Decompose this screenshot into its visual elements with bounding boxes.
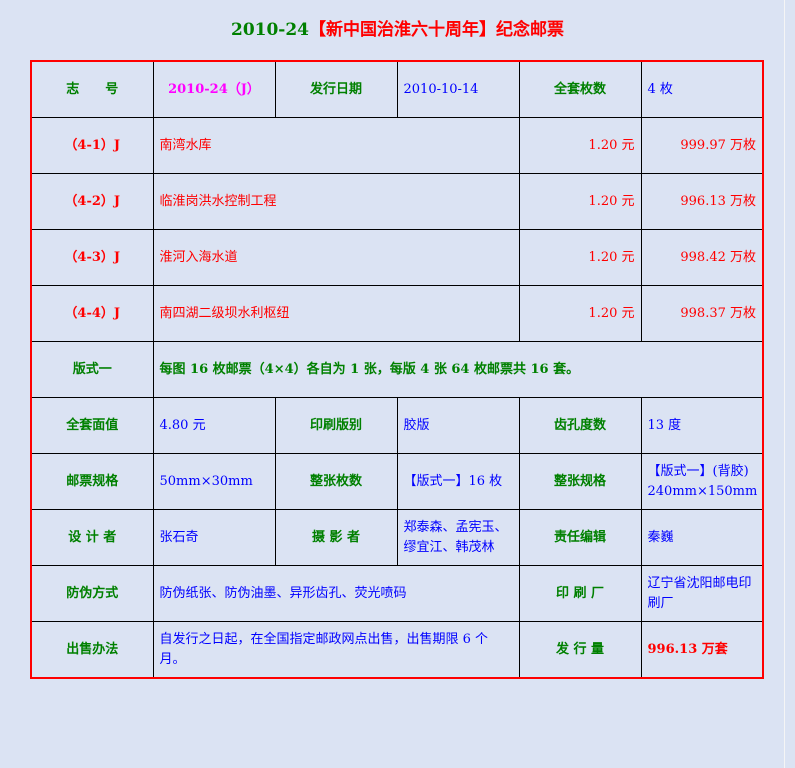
id-value: 2010-24（J） (152, 60, 276, 118)
print-value: 胶版 (396, 397, 520, 454)
designer: 张石奇 (152, 509, 276, 566)
table-row: （4-3）J 淮河入海水道 1.20 元 998.42 万枚 (30, 229, 764, 286)
date-value: 2010-10-14 (396, 60, 520, 118)
stamp-face: 1.20 元 (518, 285, 642, 342)
security: 防伪纸张、防伪油墨、异形齿孔、荧光喷码 (152, 565, 520, 622)
stamp-code: （4-3）J (30, 229, 154, 286)
total-face-label: 全套面值 (30, 397, 154, 454)
issue-label: 发 行 量 (518, 621, 642, 679)
format-label: 版式一 (30, 341, 154, 398)
sale: 自发行之日起，在全国指定邮政网点出售，出售期限 6 个月。 (152, 621, 520, 679)
size-value: 50mm×30mm (152, 453, 276, 510)
page-title: 2010-24【新中国治淮六十周年】纪念邮票 (230, 20, 565, 40)
designer-label: 设 计 者 (30, 509, 154, 566)
stamp-name: 淮河入海水道 (152, 229, 520, 286)
count-label: 全套枚数 (518, 60, 642, 118)
stamp-name: 临淮岗洪水控制工程 (152, 173, 520, 230)
photographers: 郑泰森、孟宪玉、 缪宜江、韩茂林 (396, 509, 520, 566)
stamp-code: （4-4）J (30, 285, 154, 342)
table-row: （4-1）J 南湾水库 1.20 元 999.97 万枚 (30, 117, 764, 174)
count-value: 4 枚 (640, 60, 764, 118)
id-label: 志 号 (30, 60, 154, 118)
table-row: 出售办法 自发行之日起，在全国指定邮政网点出售，出售期限 6 个月。 发 行 量… (30, 621, 764, 679)
sale-label: 出售办法 (30, 621, 154, 679)
printer-label: 印 刷 厂 (518, 565, 642, 622)
total-face: 4.80 元 (152, 397, 276, 454)
table-row: （4-4）J 南四湖二级坝水利枢纽 1.20 元 998.37 万枚 (30, 285, 764, 342)
editor: 秦巍 (640, 509, 764, 566)
table-row: 邮票规格 50mm×30mm 整张枚数 【版式一】16 枚 整张规格 【版式一】… (30, 453, 764, 510)
format-value: 每图 16 枚邮票（4×4）各自为 1 张，每版 4 张 64 枚邮票共 16 … (152, 341, 764, 398)
table-row: （4-2）J 临淮岗洪水控制工程 1.20 元 996.13 万枚 (30, 173, 764, 230)
printer: 辽宁省沈阳邮电印刷厂 (640, 565, 764, 622)
stamp-code: （4-2）J (30, 173, 154, 230)
stamp-qty: 999.97 万枚 (640, 117, 764, 174)
perf-label: 齿孔度数 (518, 397, 642, 454)
stamp-info-table: 志 号 2010-24（J） 发行日期 2010-10-14 全套枚数 4 枚 … (30, 60, 764, 679)
print-label: 印刷版别 (274, 397, 398, 454)
sheet-size: 【版式一】(背胶) 240mm×150mm (640, 453, 764, 510)
stamp-face: 1.20 元 (518, 229, 642, 286)
stamp-name: 南四湖二级坝水利枢纽 (152, 285, 520, 342)
table-row: 志 号 2010-24（J） 发行日期 2010-10-14 全套枚数 4 枚 (30, 60, 764, 118)
table-row: 版式一 每图 16 枚邮票（4×4）各自为 1 张，每版 4 张 64 枚邮票共… (30, 341, 764, 398)
scrollbar[interactable] (784, 0, 785, 768)
sheet-size-label: 整张规格 (518, 453, 642, 510)
stamp-qty: 998.42 万枚 (640, 229, 764, 286)
stamp-name: 南湾水库 (152, 117, 520, 174)
sheet-count-label: 整张枚数 (274, 453, 398, 510)
stamp-qty: 996.13 万枚 (640, 173, 764, 230)
stamp-face: 1.20 元 (518, 117, 642, 174)
table-row: 全套面值 4.80 元 印刷版别 胶版 齿孔度数 13 度 (30, 397, 764, 454)
stamp-face: 1.20 元 (518, 173, 642, 230)
editor-label: 责任编辑 (518, 509, 642, 566)
table-row: 设 计 者 张石奇 摄 影 者 郑泰森、孟宪玉、 缪宜江、韩茂林 责任编辑 秦巍 (30, 509, 764, 566)
security-label: 防伪方式 (30, 565, 154, 622)
table-row: 防伪方式 防伪纸张、防伪油墨、异形齿孔、荧光喷码 印 刷 厂 辽宁省沈阳邮电印刷… (30, 565, 764, 622)
issue: 996.13 万套 (640, 621, 764, 679)
size-label: 邮票规格 (30, 453, 154, 510)
stamp-qty: 998.37 万枚 (640, 285, 764, 342)
sheet-count: 【版式一】16 枚 (396, 453, 520, 510)
date-label: 发行日期 (274, 60, 398, 118)
stamp-code: （4-1）J (30, 117, 154, 174)
perf-value: 13 度 (640, 397, 764, 454)
photo-label: 摄 影 者 (274, 509, 398, 566)
